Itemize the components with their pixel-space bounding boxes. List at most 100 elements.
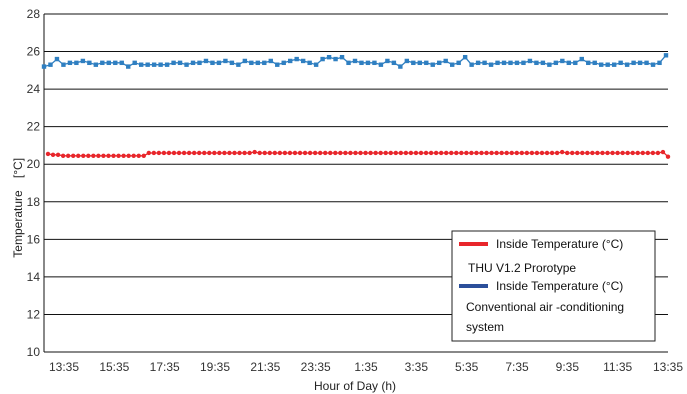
- data-point: [121, 153, 126, 158]
- x-tick-label: 13:35: [49, 360, 79, 374]
- data-point: [444, 150, 449, 156]
- data-point: [391, 60, 397, 66]
- legend-label-series-2-line3: system: [466, 320, 504, 334]
- data-point: [61, 62, 66, 67]
- data-point: [216, 60, 222, 66]
- y-tick-label: 26: [27, 45, 41, 59]
- data-point: [459, 150, 464, 156]
- data-point: [373, 150, 378, 156]
- data-point: [650, 62, 656, 67]
- data-point: [247, 150, 252, 156]
- data-point: [482, 60, 487, 66]
- data-point: [575, 150, 580, 156]
- y-axis-label: Temperature: [11, 190, 25, 258]
- data-point: [126, 153, 131, 158]
- data-point: [564, 150, 570, 156]
- data-point: [605, 62, 610, 67]
- data-point: [262, 150, 267, 156]
- data-point: [45, 151, 51, 157]
- data-point: [600, 150, 605, 156]
- data-point: [560, 58, 565, 64]
- data-point: [474, 150, 479, 156]
- data-point: [368, 150, 373, 156]
- data-point: [359, 60, 364, 66]
- data-point: [222, 150, 227, 156]
- data-point: [41, 64, 47, 69]
- data-point: [570, 150, 575, 156]
- data-point: [297, 150, 303, 156]
- data-point: [333, 150, 338, 156]
- data-point: [544, 150, 550, 156]
- data-point: [262, 60, 267, 66]
- data-point: [592, 60, 597, 66]
- legend-label-series-2: Inside Temperature (°C): [496, 279, 623, 293]
- data-point: [488, 62, 494, 67]
- legend: Inside Temperature (°C) THU V1.2 Proroty…: [451, 230, 656, 342]
- data-point: [663, 53, 669, 58]
- data-point: [479, 150, 484, 156]
- data-point: [462, 54, 468, 60]
- data-point: [469, 62, 474, 67]
- data-point: [449, 62, 455, 67]
- data-point: [475, 60, 481, 66]
- data-point: [489, 150, 494, 156]
- data-point: [519, 150, 525, 156]
- data-point: [346, 60, 351, 66]
- data-point: [580, 150, 585, 156]
- data-point: [393, 150, 399, 156]
- data-point: [590, 150, 595, 156]
- x-tick-label: 21:35: [250, 360, 280, 374]
- data-point: [494, 150, 499, 156]
- data-point: [257, 150, 262, 156]
- data-point: [126, 64, 131, 69]
- data-point: [93, 62, 99, 67]
- data-point: [423, 150, 429, 156]
- data-point: [106, 153, 111, 158]
- data-point: [372, 60, 377, 66]
- data-point: [317, 150, 323, 156]
- data-point: [191, 150, 197, 156]
- data-point: [610, 150, 615, 156]
- data-point: [624, 62, 630, 67]
- data-point: [67, 60, 73, 66]
- data-point: [320, 56, 325, 62]
- y-tick-label: 14: [27, 270, 41, 284]
- data-point: [282, 150, 288, 156]
- data-point: [430, 62, 435, 67]
- y-tick-label: 22: [27, 120, 41, 134]
- data-point: [106, 60, 111, 66]
- data-point: [655, 150, 661, 156]
- data-point: [197, 150, 202, 156]
- data-point: [433, 150, 439, 156]
- data-point: [141, 153, 146, 158]
- data-point: [255, 60, 261, 66]
- x-tick-label: 7:35: [505, 360, 529, 374]
- data-point: [650, 150, 656, 156]
- data-point: [136, 153, 141, 158]
- data-point: [403, 150, 409, 156]
- data-point: [348, 150, 353, 156]
- data-point: [50, 152, 56, 158]
- data-point: [524, 150, 530, 156]
- x-tick-label: 11:35: [603, 360, 632, 374]
- data-point: [618, 60, 623, 66]
- data-point: [60, 153, 66, 158]
- data-point: [307, 60, 312, 66]
- data-point: [54, 56, 60, 62]
- data-point: [113, 60, 118, 66]
- data-point: [302, 150, 308, 156]
- data-point: [161, 150, 167, 156]
- data-point: [644, 60, 649, 66]
- data-point: [288, 58, 293, 64]
- y-tick-label: 20: [27, 157, 41, 171]
- data-point: [177, 60, 183, 66]
- data-point: [383, 150, 388, 156]
- data-point: [237, 150, 242, 156]
- data-point: [645, 150, 651, 156]
- data-point: [80, 58, 86, 64]
- data-point: [294, 56, 299, 62]
- data-point: [504, 150, 509, 156]
- data-point: [223, 58, 228, 64]
- data-point: [508, 60, 513, 66]
- data-point: [186, 150, 192, 156]
